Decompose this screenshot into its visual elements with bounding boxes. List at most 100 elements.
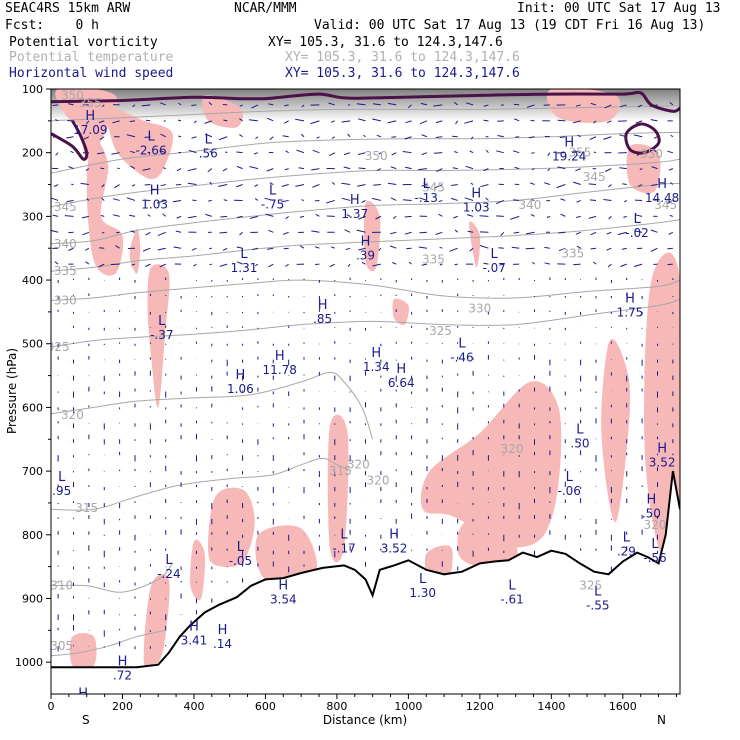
wind-vector bbox=[208, 101, 213, 106]
extremum-value: -.05 bbox=[229, 554, 252, 568]
extremum-value: 19.24 bbox=[552, 150, 586, 164]
high-marker: H bbox=[189, 620, 199, 635]
wind-vector bbox=[531, 199, 535, 201]
high-marker: H bbox=[396, 362, 406, 377]
wind-vector bbox=[467, 230, 474, 233]
wind-vector bbox=[285, 215, 289, 220]
wind-vector bbox=[331, 136, 336, 139]
wind-vector bbox=[341, 197, 351, 201]
wind-vector bbox=[603, 199, 612, 201]
wind-vector bbox=[483, 104, 489, 107]
theta-label: 315 bbox=[329, 464, 352, 478]
theta-label: 325 bbox=[429, 324, 452, 338]
wind-vector bbox=[547, 168, 551, 172]
extremum-value: -2.66 bbox=[136, 143, 167, 157]
wind-vector bbox=[530, 213, 535, 217]
high-marker: H bbox=[625, 292, 635, 307]
wind-vector bbox=[514, 166, 520, 170]
wind-vector bbox=[175, 230, 182, 233]
field-label-theta: Potential temperature bbox=[9, 50, 174, 65]
wind-vector bbox=[236, 215, 243, 218]
wind-vector bbox=[485, 149, 489, 154]
wind-vector bbox=[590, 231, 597, 236]
wind-vector bbox=[68, 165, 74, 170]
wind-vector bbox=[453, 215, 458, 219]
wind-vector bbox=[193, 120, 197, 124]
pv-region bbox=[392, 298, 409, 326]
wind-vector bbox=[115, 245, 120, 249]
high-marker: H bbox=[275, 349, 285, 364]
wind-vector bbox=[341, 120, 351, 123]
wind-vector bbox=[547, 152, 551, 157]
wind-vector bbox=[358, 247, 366, 251]
wind-vector bbox=[101, 231, 105, 234]
wind-vector bbox=[68, 247, 74, 251]
wind-vector bbox=[52, 104, 59, 107]
extremum-value: -.24 bbox=[157, 567, 180, 581]
wind-vector bbox=[404, 136, 412, 140]
wind-vector bbox=[544, 262, 551, 265]
wind-vector bbox=[126, 197, 136, 201]
terrain-line bbox=[51, 470, 680, 669]
extremum-value: .39 bbox=[356, 248, 375, 262]
wind-vector bbox=[544, 246, 550, 249]
wind-vector bbox=[346, 214, 351, 217]
wind-vector bbox=[111, 152, 120, 155]
wind-vector bbox=[191, 247, 197, 251]
wind-vector bbox=[144, 136, 151, 138]
wind-vector bbox=[328, 102, 335, 106]
wind-vector bbox=[311, 168, 320, 171]
high-marker: H bbox=[361, 234, 371, 249]
pv-region bbox=[469, 221, 481, 268]
wind-vector bbox=[363, 134, 366, 138]
wind-vector bbox=[147, 214, 151, 217]
wind-vector bbox=[606, 231, 612, 235]
wind-vector bbox=[112, 120, 120, 124]
high-marker: H bbox=[647, 492, 657, 507]
field-label-wind: Horizontal wind speed bbox=[9, 66, 174, 81]
theta-label: 350 bbox=[640, 147, 663, 161]
low-marker: L bbox=[237, 540, 245, 555]
wind-vector bbox=[126, 134, 136, 138]
wind-vector bbox=[525, 247, 535, 250]
theta-contour bbox=[51, 563, 173, 593]
theta-label: 325 bbox=[47, 340, 70, 354]
x-tick-label: 1600 bbox=[609, 700, 637, 713]
wind-vector bbox=[470, 136, 474, 140]
forecast-hour: Fcst: 0 h bbox=[5, 18, 99, 33]
x-tick-label: 0 bbox=[48, 700, 55, 713]
wind-vector bbox=[557, 166, 566, 170]
wind-vector bbox=[604, 168, 612, 172]
wind-vector bbox=[209, 150, 213, 154]
wind-vector bbox=[99, 136, 105, 141]
extremum-value: .95 bbox=[52, 484, 71, 498]
extremum-value: 3.41 bbox=[181, 634, 208, 648]
wind-vector bbox=[404, 231, 412, 235]
wind-vector bbox=[295, 118, 305, 122]
wind-vector bbox=[588, 215, 597, 219]
wind-vector bbox=[633, 263, 643, 268]
theta-contour bbox=[51, 371, 374, 440]
wind-vector bbox=[331, 246, 335, 249]
wind-vector bbox=[421, 263, 428, 266]
y-tick-label: 100 bbox=[22, 83, 43, 96]
low-marker: L bbox=[147, 129, 155, 144]
low-marker: L bbox=[491, 247, 499, 262]
wind-vector bbox=[284, 168, 289, 171]
wind-vector bbox=[496, 150, 504, 154]
wind-vector bbox=[265, 213, 274, 217]
wind-vector bbox=[266, 168, 274, 172]
wind-vector bbox=[593, 261, 597, 265]
wind-vector bbox=[435, 120, 443, 124]
wind-vector bbox=[483, 119, 489, 122]
wind-vector bbox=[267, 247, 274, 250]
theta-label: 350 bbox=[61, 88, 84, 102]
low-marker: L bbox=[419, 572, 427, 587]
wind-vector bbox=[156, 199, 166, 204]
wind-vector bbox=[499, 263, 504, 266]
terrain-mask bbox=[51, 471, 680, 694]
wind-vector bbox=[593, 120, 597, 124]
wind-vector bbox=[269, 182, 274, 185]
wind-vector bbox=[267, 117, 274, 122]
wind-vector bbox=[619, 167, 627, 170]
